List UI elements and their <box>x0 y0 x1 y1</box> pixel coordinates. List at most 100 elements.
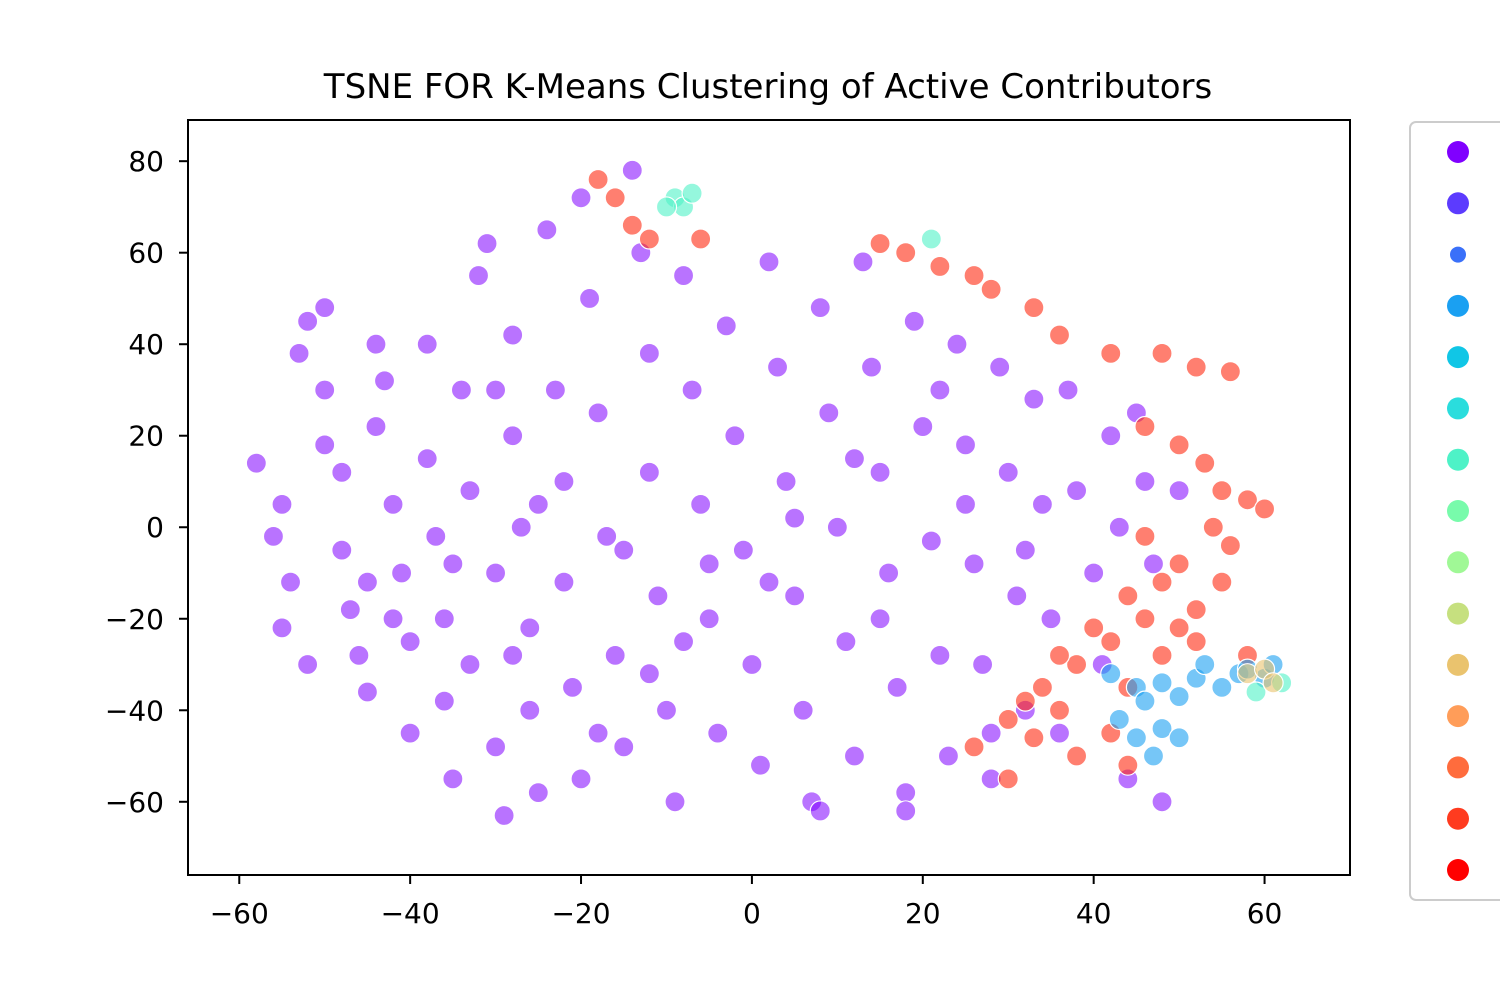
legend-marker <box>1450 246 1466 263</box>
data-point <box>784 585 806 607</box>
data-point <box>587 168 609 191</box>
data-point <box>1168 553 1190 575</box>
data-point <box>672 264 695 287</box>
data-point <box>382 608 404 630</box>
data-point <box>1151 672 1173 694</box>
x-tick-label: 40 <box>1076 897 1112 930</box>
data-point <box>741 653 763 676</box>
data-point <box>638 461 660 483</box>
data-point <box>1023 297 1045 319</box>
data-point <box>587 722 609 744</box>
legend-marker <box>1447 294 1469 317</box>
data-point <box>1142 745 1165 767</box>
data-point <box>527 782 549 804</box>
data-point <box>416 333 438 355</box>
data-point <box>621 159 643 181</box>
data-point <box>297 310 319 332</box>
data-point <box>245 452 267 474</box>
data-point <box>476 232 498 255</box>
data-point <box>997 708 1019 731</box>
data-point <box>1185 631 1207 653</box>
data-point <box>1100 631 1122 653</box>
data-point <box>1100 663 1122 685</box>
data-point <box>1134 608 1156 630</box>
data-point <box>331 461 353 483</box>
data-point <box>433 608 455 630</box>
legend <box>1409 121 1500 901</box>
data-point <box>980 722 1002 744</box>
plot-frame <box>187 119 1351 876</box>
data-point <box>1185 356 1207 378</box>
data-point <box>886 676 908 698</box>
y-tick-label: 40 <box>128 328 164 361</box>
legend-marker <box>1447 397 1469 420</box>
data-point <box>784 507 806 529</box>
data-point <box>416 448 438 470</box>
data-point <box>758 251 780 273</box>
data-point <box>391 562 413 584</box>
y-tick-label: 60 <box>128 237 164 270</box>
legend-marker <box>1447 756 1469 779</box>
data-point <box>749 754 772 776</box>
legend-marker <box>1447 653 1469 676</box>
data-point <box>1031 676 1054 698</box>
data-point <box>365 415 387 438</box>
data-point <box>929 644 951 666</box>
data-point <box>1031 493 1054 515</box>
data-point <box>314 434 336 456</box>
y-tick-label: 20 <box>128 420 164 453</box>
data-point <box>1245 681 1267 703</box>
legend-marker <box>1447 500 1469 522</box>
data-point <box>544 379 566 401</box>
data-point <box>1253 498 1276 520</box>
data-point <box>519 617 541 639</box>
data-point <box>766 356 789 378</box>
data-point <box>1168 617 1190 639</box>
data-point <box>1108 708 1130 731</box>
data-point <box>1151 717 1173 740</box>
data-point <box>852 251 874 273</box>
data-point <box>621 214 643 236</box>
data-point <box>442 553 464 575</box>
scatter-points <box>245 159 1293 827</box>
x-tick-label: 20 <box>905 897 941 930</box>
data-point <box>690 228 712 250</box>
data-point <box>1065 745 1088 767</box>
data-point <box>356 681 379 703</box>
data-point <box>613 736 635 758</box>
data-point <box>732 539 754 561</box>
y-axis: −60 −40 −20 0 20 40 60 80 <box>105 145 188 819</box>
data-point <box>912 415 934 438</box>
data-point <box>459 653 481 676</box>
legend-marker <box>1447 807 1469 830</box>
data-point <box>1083 617 1105 639</box>
data-point <box>698 553 720 575</box>
data-point <box>596 525 618 547</box>
data-point <box>903 310 925 332</box>
data-point <box>1048 722 1071 744</box>
data-point <box>1065 653 1088 676</box>
data-point <box>1168 727 1190 749</box>
data-point <box>775 470 797 493</box>
data-point <box>314 297 336 319</box>
x-tick-label: −60 <box>210 897 269 930</box>
legend-marker <box>1447 705 1469 728</box>
data-point <box>519 699 541 721</box>
data-point <box>553 571 575 593</box>
data-point <box>502 644 524 666</box>
legend-marker <box>1447 859 1469 881</box>
data-point <box>920 228 942 250</box>
data-point <box>1168 480 1190 502</box>
data-point <box>1023 727 1045 749</box>
data-point <box>1219 534 1241 557</box>
data-point <box>972 653 994 676</box>
data-point <box>578 287 601 310</box>
data-point <box>484 562 507 584</box>
data-point <box>715 315 737 337</box>
data-point <box>1151 342 1173 364</box>
data-point <box>527 493 549 515</box>
data-point <box>1100 425 1122 447</box>
data-point <box>399 722 421 744</box>
data-point <box>1048 324 1071 346</box>
data-point <box>262 525 285 547</box>
